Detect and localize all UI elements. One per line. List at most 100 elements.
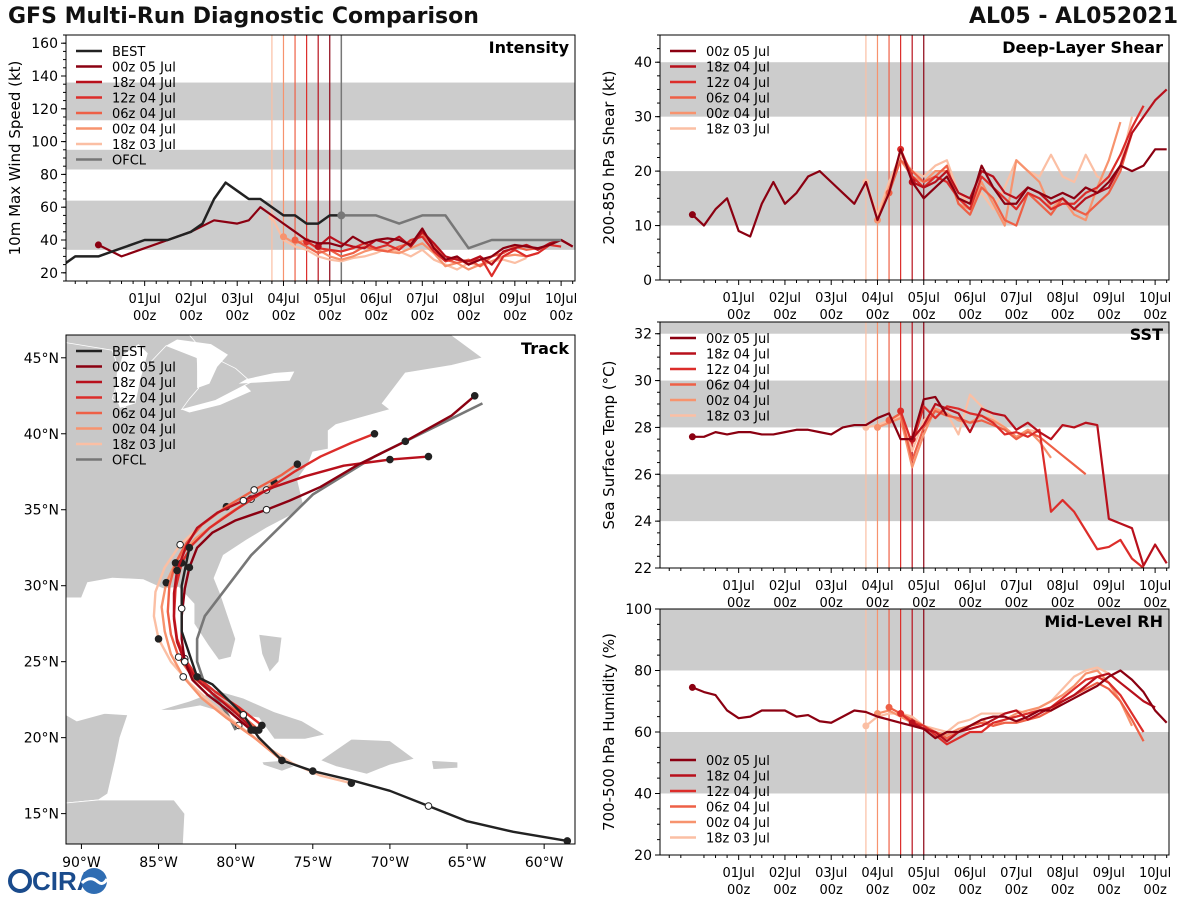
x-tick-label: 04Jul — [267, 292, 299, 307]
x-tick-label: 01Jul — [723, 579, 755, 594]
figure-title: GFS Multi-Run Diagnostic Comparison — [8, 4, 479, 29]
best-track-line — [66, 181, 342, 265]
x-tick-sublabel: 00z — [1143, 596, 1167, 611]
x-tick-label: 04Jul — [861, 291, 893, 306]
x-tick-sublabel: 00z — [958, 883, 982, 898]
best-track-point — [563, 837, 572, 844]
x-tick-sublabel: 00z — [866, 308, 890, 323]
lat-tick-label: 25°N — [24, 655, 59, 671]
shade-band — [660, 609, 1169, 671]
ofcl-start-point — [337, 211, 346, 220]
x-tick-sublabel: 00z — [820, 596, 844, 611]
lon-tick-label: 60°W — [525, 855, 564, 871]
central-america-landmass — [66, 799, 186, 844]
legend-label: 18z 04 Jul — [112, 376, 176, 391]
track-point — [293, 460, 302, 468]
x-tick-sublabel: 00z — [1005, 596, 1029, 611]
series-line-00z-05-jul — [97, 206, 574, 266]
panel-title: Mid-Level RH — [1044, 612, 1163, 631]
series-line-06z-04-jul — [888, 409, 1087, 476]
lon-tick-label: 65°W — [448, 855, 487, 871]
legend-label: 06z 04 Jul — [112, 107, 176, 122]
series-line-18z-04-jul — [911, 672, 1156, 743]
y-tick-label: 30 — [634, 110, 652, 126]
y-tick-label: 20 — [634, 848, 652, 864]
legend-label: 00z 04 Jul — [112, 123, 176, 138]
series-line-00z-05-jul — [692, 395, 948, 441]
puerto-rico-landmass — [431, 760, 459, 770]
x-tick-sublabel: 00z — [773, 596, 797, 611]
series-line-18z-04-jul — [911, 402, 1168, 567]
x-tick-sublabel: 00z — [1005, 308, 1029, 323]
lake-michigan — [115, 344, 148, 408]
x-tick-sublabel: 00z — [1097, 596, 1121, 611]
series-start-point — [897, 407, 905, 415]
x-tick-sublabel: 00z — [457, 309, 481, 324]
x-tick-label: 08Jul — [452, 292, 484, 307]
yucatan-landmass — [66, 712, 129, 804]
legend-label: 18z 04 Jul — [706, 61, 770, 76]
y-axis-label: 200-850 hPa Shear (kt) — [600, 71, 618, 245]
series-group — [688, 666, 1168, 746]
series-start-point — [885, 703, 893, 711]
series-group — [688, 393, 1168, 568]
series-line-12z-04-jul — [899, 105, 1145, 211]
legend-label: 06z 04 Jul — [706, 801, 770, 816]
series-start-point — [688, 683, 696, 691]
x-tick-label: 01Jul — [129, 292, 161, 307]
x-tick-label: 01Jul — [723, 866, 755, 881]
legend-label: OFCL — [112, 454, 147, 469]
y-tick-label: 140 — [31, 69, 58, 85]
lat-tick-label: 35°N — [24, 503, 59, 519]
legend-label: 18z 04 Jul — [706, 770, 770, 785]
x-tick-label: 08Jul — [1046, 291, 1078, 306]
series-start-point — [279, 233, 287, 241]
shade-band — [660, 322, 1169, 334]
lat-tick-label: 45°N — [24, 351, 59, 367]
shade-band — [660, 380, 1169, 428]
legend-label: 12z 04 Jul — [112, 392, 176, 407]
best-track-point — [308, 767, 317, 775]
track-point — [180, 657, 189, 666]
track-line-18z-04-jul — [172, 455, 429, 731]
lat-tick-label: 40°N — [24, 427, 59, 443]
series-start-point — [862, 722, 870, 730]
legend-label: 12z 04 Jul — [706, 785, 770, 800]
series-line-06z-04-jul — [888, 132, 1134, 227]
x-tick-label: 09Jul — [1093, 291, 1125, 306]
x-tick-sublabel: 00z — [1097, 883, 1121, 898]
lat-tick-label: 20°N — [24, 731, 59, 747]
x-tick-label: 09Jul — [1093, 866, 1125, 881]
y-tick-label: 30 — [634, 374, 652, 390]
x-tick-sublabel: 00z — [727, 883, 751, 898]
series-group — [688, 88, 1168, 238]
best-track-line — [180, 547, 568, 843]
legend-label: BEST — [112, 45, 145, 60]
y-tick-label: 120 — [31, 102, 58, 118]
series-line-00z-04-jul — [876, 121, 1122, 227]
legend-label: 00z 05 Jul — [112, 61, 176, 76]
track-point — [154, 635, 163, 643]
x-tick-label: 09Jul — [499, 292, 531, 307]
x-tick-label: 07Jul — [406, 292, 438, 307]
track-point — [250, 486, 258, 494]
series-start-point — [688, 433, 696, 441]
shade-band — [660, 732, 1169, 794]
x-tick-label: 05Jul — [314, 292, 346, 307]
x-tick-label: 06Jul — [954, 579, 986, 594]
y-tick-label: 22 — [634, 561, 652, 577]
series-start-point — [314, 243, 322, 251]
track-point — [470, 391, 479, 400]
y-tick-label: 0 — [643, 273, 652, 289]
series-start-point — [291, 236, 299, 244]
x-tick-label: 07Jul — [1000, 866, 1032, 881]
legend-label: 06z 04 Jul — [706, 379, 770, 394]
legend-label: 18z 03 Jul — [706, 832, 770, 847]
lat-tick-label: 15°N — [24, 807, 59, 823]
legend-label: 18z 04 Jul — [112, 76, 176, 91]
x-tick-sublabel: 00z — [1051, 308, 1075, 323]
x-tick-label: 02Jul — [769, 291, 801, 306]
x-tick-sublabel: 00z — [272, 309, 296, 324]
x-tick-label: 10Jul — [545, 292, 577, 307]
x-tick-sublabel: 00z — [1097, 308, 1121, 323]
